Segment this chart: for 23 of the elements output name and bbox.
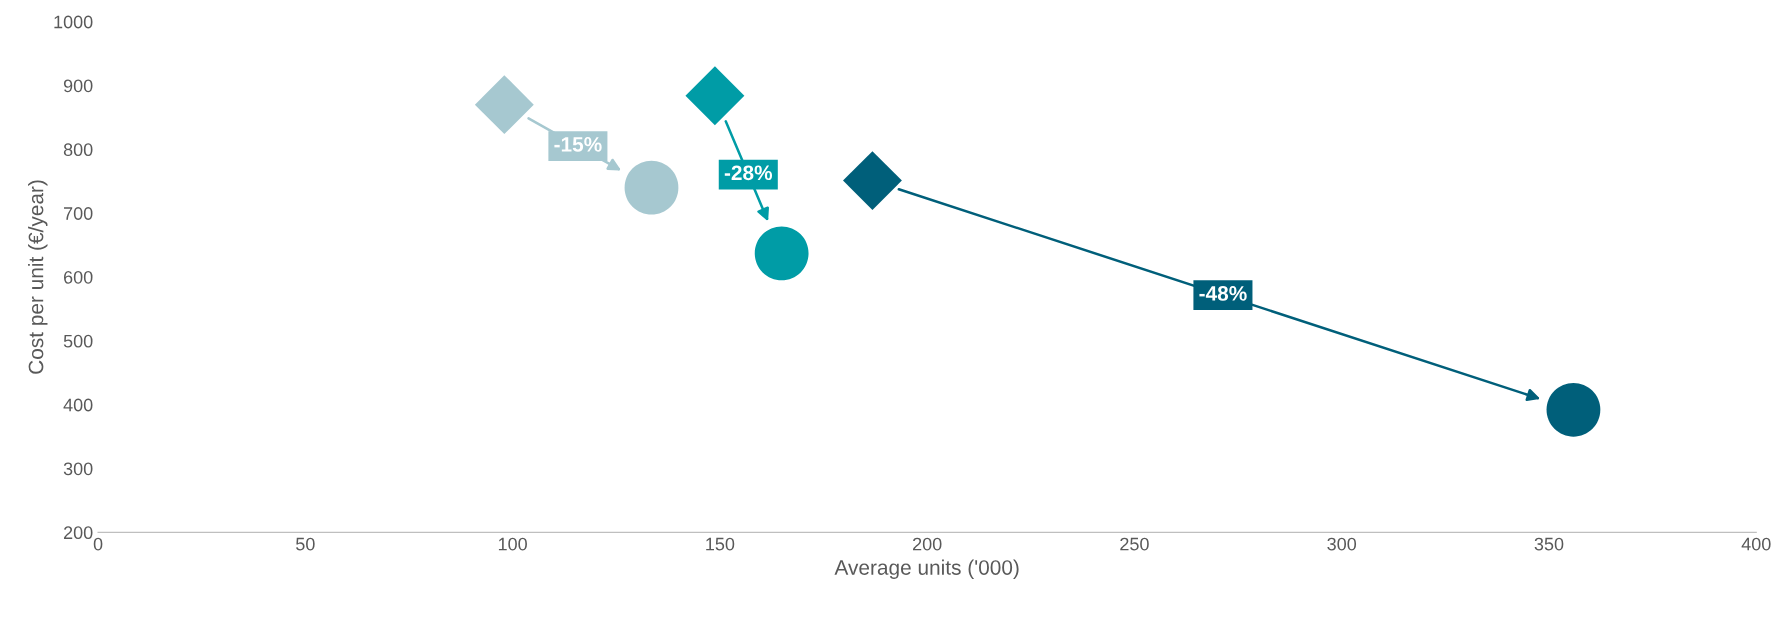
y-tick-label: 600 — [64, 270, 93, 284]
y-tick-label: 300 — [63, 462, 93, 476]
x-tick-label: 0 — [93, 537, 103, 551]
x-tick-label: 400 — [1741, 537, 1771, 551]
x-tick-label: 350 — [1534, 537, 1564, 551]
x-tick-label: 300 — [1327, 537, 1357, 551]
y-tick-label: 500 — [63, 334, 93, 348]
x-tick-label: 50 — [296, 537, 315, 551]
x-tick-label: 200 — [913, 537, 942, 551]
annotation: -15% — [554, 137, 602, 152]
x-tick-label: 150 — [706, 537, 735, 551]
y-tick-label: 400 — [63, 398, 93, 412]
y-tick-label: 800 — [63, 143, 93, 157]
y-tick-label: 900 — [63, 79, 93, 93]
x-tick-label: 250 — [1120, 537, 1149, 551]
y-axis-title: Cost per unit (€/year) — [28, 180, 48, 374]
y-tick-label: 700 — [64, 207, 93, 220]
annotation: -28% — [724, 165, 773, 181]
y-tick-label: 1000 — [54, 15, 93, 29]
annotation: -48% — [1199, 286, 1247, 301]
x-axis-title: Average units ('000) — [834, 559, 1019, 580]
x-tick-label: 100 — [498, 537, 527, 551]
y-tick-label: 200 — [63, 526, 93, 540]
